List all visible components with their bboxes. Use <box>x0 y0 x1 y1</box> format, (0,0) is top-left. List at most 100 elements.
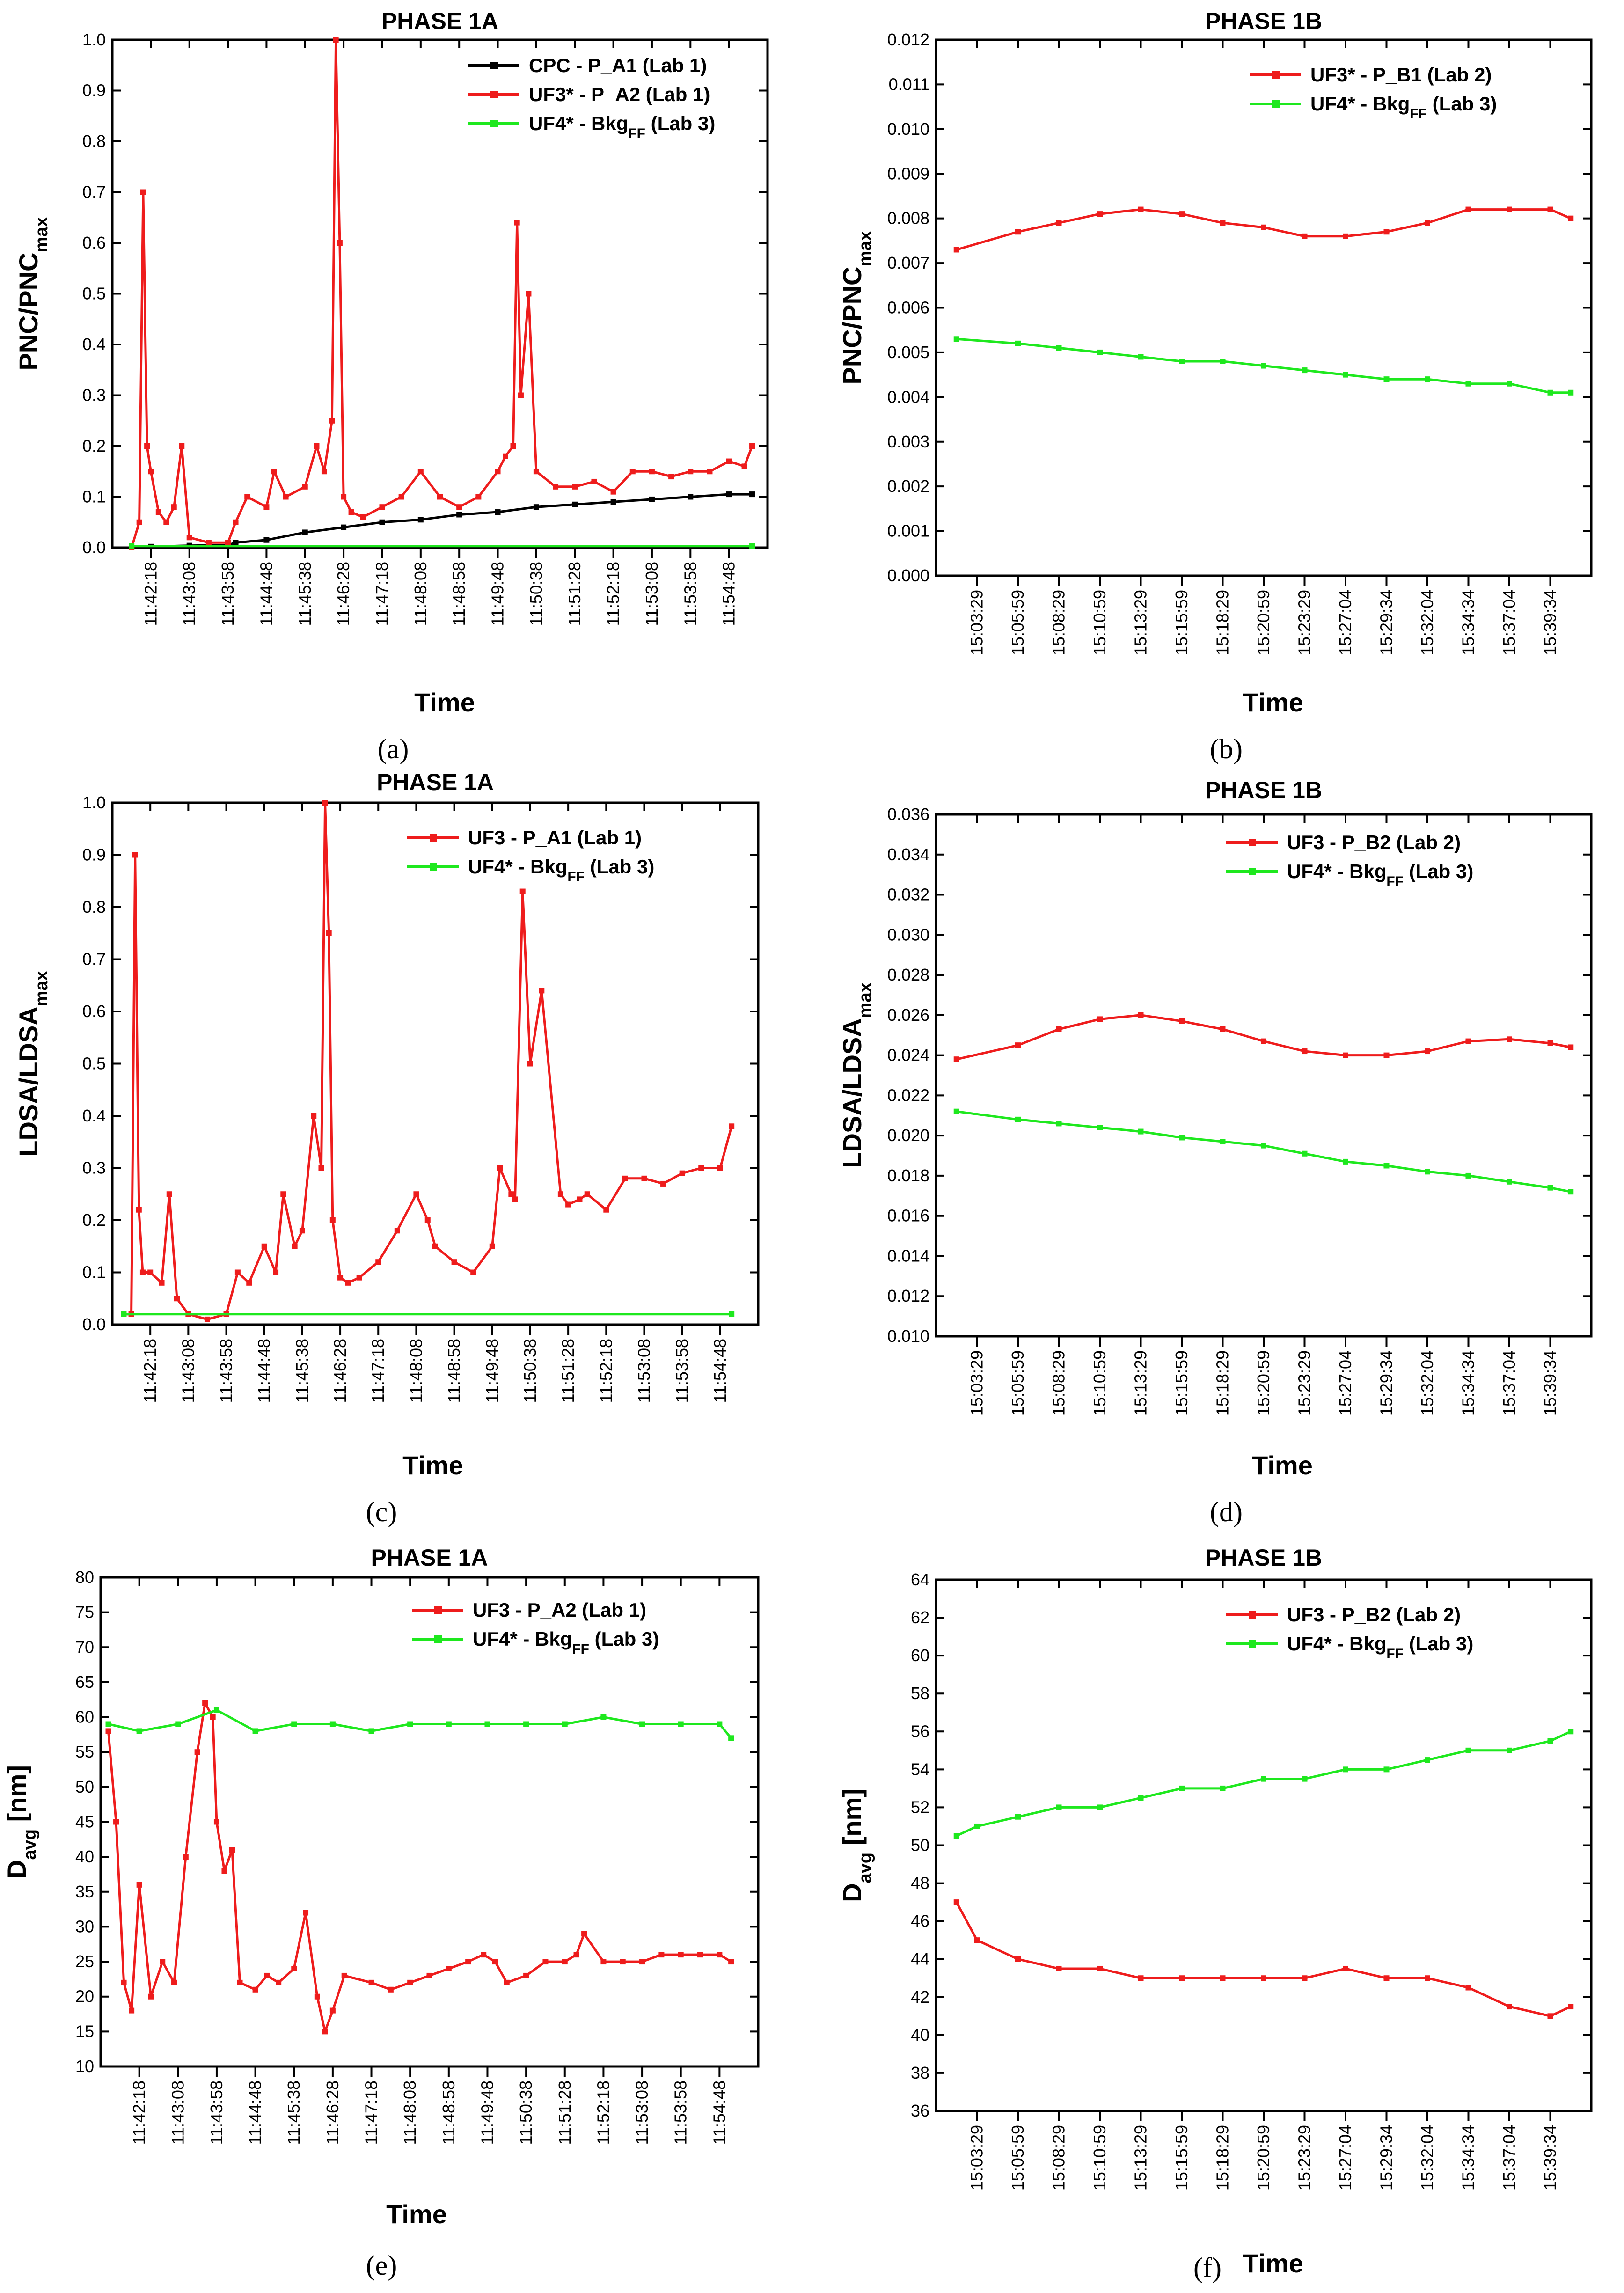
data-point <box>475 494 482 500</box>
data-point <box>707 469 713 475</box>
legend-label-suffix: (Lab 3) <box>1404 860 1473 882</box>
data-point <box>321 469 327 475</box>
data-point <box>175 1721 181 1727</box>
y-tick-label: 50 <box>75 1777 94 1796</box>
y-tick-label: 0.9 <box>82 81 106 100</box>
y-tick-label: 0.0 <box>82 538 106 557</box>
data-point <box>1261 363 1266 369</box>
data-point <box>577 1196 583 1202</box>
y-axis-title: Davg [nm] <box>837 1788 875 1902</box>
data-point <box>974 1937 980 1943</box>
data-point <box>337 240 343 246</box>
data-point <box>717 1952 723 1958</box>
data-point <box>495 509 501 515</box>
data-point <box>326 930 332 936</box>
data-point <box>166 1191 172 1197</box>
legend-label: UF3 - P_B2 (Lab 2) <box>1287 1604 1461 1626</box>
y-tick-label: 0.000 <box>887 566 929 585</box>
chart-panel-d: PHASE 1B 0.010 0.012 0.014 0.016 0.018 0.020 0.… <box>837 777 1593 1527</box>
y-tick-label: 0.5 <box>82 1054 106 1073</box>
data-point <box>1179 1785 1185 1791</box>
data-point <box>610 489 616 495</box>
y-axis-title: LDSA/LDSAmax <box>14 971 51 1157</box>
y-axis-title-sub: max <box>32 971 51 1006</box>
data-point <box>292 1243 298 1249</box>
y-tick-label: 0.002 <box>887 476 929 496</box>
panel-caption: (d) <box>1210 1496 1243 1527</box>
data-point <box>688 494 694 500</box>
data-point <box>1383 1975 1390 1981</box>
data-point <box>113 1819 119 1825</box>
data-point <box>1138 1012 1144 1018</box>
data-point <box>1568 2004 1574 2010</box>
data-point <box>329 1721 336 1727</box>
data-point <box>1343 1052 1348 1058</box>
chart-title: PHASE 1A <box>371 1545 488 1571</box>
data-point <box>379 504 385 510</box>
legend-label-main: UF4* - Bkg <box>468 856 567 878</box>
data-point <box>329 1217 336 1223</box>
y-tick-label: 0.011 <box>889 74 929 94</box>
data-point <box>407 1979 413 1985</box>
y-axis-title: LDSA/LDSAmax <box>837 982 875 1168</box>
data-point <box>213 1707 219 1713</box>
y-tick-label: 0.001 <box>887 521 929 541</box>
data-point <box>139 1269 146 1275</box>
data-point <box>1343 372 1348 378</box>
y-tick-label: 64 <box>911 1570 929 1589</box>
data-point <box>451 1259 457 1265</box>
data-point <box>1425 220 1430 226</box>
data-point <box>233 519 239 525</box>
panel-caption: (a) <box>378 733 409 764</box>
data-point <box>1015 1956 1021 1962</box>
data-point <box>413 1191 419 1197</box>
data-point <box>148 1993 154 2000</box>
y-tick-label: 0.028 <box>887 965 929 984</box>
legend-label: UF3 - P_B2 (Lab 2) <box>1287 831 1461 853</box>
y-axis-title-main: D <box>837 1883 867 1902</box>
data-point <box>171 1979 177 1985</box>
data-point <box>1507 1179 1512 1185</box>
y-tick-label: 0.010 <box>887 119 929 139</box>
y-tick-label: 62 <box>911 1608 929 1627</box>
y-tick-label: 38 <box>911 2063 929 2082</box>
data-point <box>953 1108 959 1114</box>
chart-title: PHASE 1A <box>377 769 494 795</box>
legend-label-sub: FF <box>1386 1646 1404 1662</box>
data-point <box>1568 389 1574 396</box>
data-point <box>484 1721 490 1727</box>
y-tick-label: 56 <box>911 1722 929 1741</box>
data-point <box>174 1296 180 1302</box>
x-tick-label: 11:53:08 <box>634 1339 653 1403</box>
data-point <box>1465 1038 1471 1044</box>
x-tick-label: 11:51:28 <box>565 562 584 626</box>
data-point <box>497 1165 503 1171</box>
x-tick-label: 11:44:48 <box>256 562 276 626</box>
x-tick-label: 15:34:34 <box>1459 1350 1478 1416</box>
x-tick-label: 11:48:58 <box>439 2081 458 2145</box>
x-tick-label: 15:08:29 <box>1049 1350 1068 1416</box>
data-point <box>299 1228 305 1234</box>
data-point <box>603 1207 609 1213</box>
data-point <box>1547 1738 1553 1744</box>
data-point <box>1220 359 1226 364</box>
data-point <box>629 469 636 475</box>
legend-label-suffix: (Lab 3) <box>585 856 654 878</box>
x-tick-label: 15:03:29 <box>967 590 987 655</box>
data-point <box>572 484 578 490</box>
x-tick-label: 15:32:04 <box>1418 2125 1437 2190</box>
y-tick-label: 0.004 <box>887 387 929 406</box>
data-point <box>481 1952 487 1958</box>
data-point <box>233 540 239 546</box>
data-point <box>213 1819 219 1825</box>
data-point <box>368 1979 374 1985</box>
data-point <box>688 469 694 475</box>
y-tick-label: 46 <box>911 1912 929 1931</box>
data-point <box>1547 1185 1553 1191</box>
data-point <box>303 1910 309 1916</box>
legend-label-sub: FF <box>628 126 645 141</box>
data-point <box>726 491 732 498</box>
chart-title: PHASE 1B <box>1205 1545 1322 1571</box>
data-point <box>697 1952 703 1958</box>
